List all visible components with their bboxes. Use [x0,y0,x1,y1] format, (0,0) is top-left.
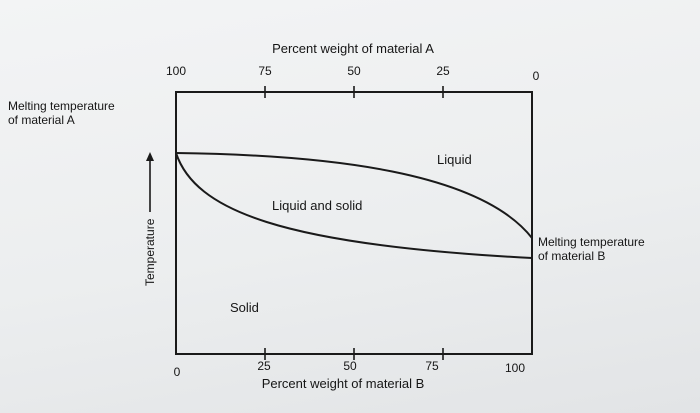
liquidus-curve [175,152,533,239]
solidus-curve [175,152,533,259]
melting-temp-a-line1: Melting temperature [8,99,115,113]
region-liquid-and-solid-label: Liquid and solid [272,198,362,213]
temperature-axis-title: Temperature [143,218,157,286]
bottom-tick-label-50: 50 [343,359,357,373]
bottom-axis-title: Percent weight of material B [262,376,425,391]
melting-temp-a-line2: of material A [8,113,75,127]
bottom-tick-label-0: 0 [174,365,181,379]
bottom-tick-label-100: 100 [505,361,525,375]
bottom-tick-label-25: 25 [257,359,271,373]
top-axis-title: Percent weight of material A [272,41,434,56]
top-tick-label-50: 50 [347,64,361,78]
top-tick-label-0: 0 [533,69,540,83]
top-tick-label-75: 75 [258,64,272,78]
top-tick-label-100: 100 [166,64,186,78]
melting-temp-b-line2: of material B [538,249,605,263]
region-solid-label: Solid [230,300,259,315]
region-liquid-label: Liquid [437,152,472,167]
temperature-axis-label: Temperature [143,218,157,286]
temperature-arrow-head [146,152,154,161]
bottom-tick-label-75: 75 [425,359,439,373]
top-tick-label-25: 25 [436,64,450,78]
melting-temp-b-line1: Melting temperature [538,235,645,249]
